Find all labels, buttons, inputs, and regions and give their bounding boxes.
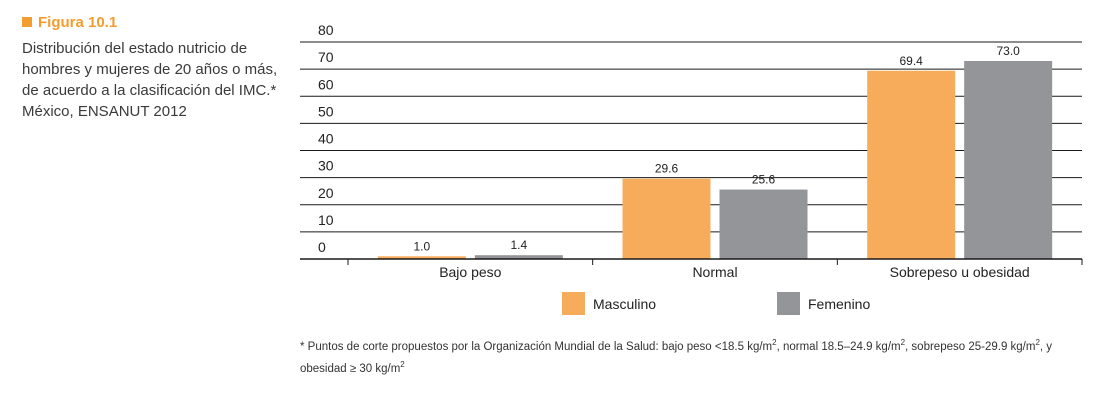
bar	[867, 70, 956, 259]
x-tick-label: Normal	[692, 264, 737, 280]
figure-marker-icon	[22, 17, 32, 27]
footnote-text-3: , sobrepeso 25-29.9 kg/m	[905, 340, 1036, 353]
legend-label: Femenino	[808, 296, 870, 312]
y-tick-label: 60	[318, 76, 334, 92]
y-tick-label: 40	[318, 131, 334, 147]
bar	[719, 189, 808, 259]
legend-swatch	[562, 292, 585, 315]
x-tick-label: Sobrepeso u obesidad	[890, 264, 1030, 280]
footnote: * Puntos de corte propuestos por la Orga…	[300, 334, 1090, 378]
footnote-sup-3: 2	[1035, 338, 1040, 347]
bar	[964, 60, 1053, 259]
y-tick-label: 0	[318, 239, 326, 255]
x-tick-label: Bajo peso	[439, 264, 501, 280]
bar	[622, 178, 711, 259]
legend-label: Masculino	[593, 296, 656, 312]
footnote-text-2: , normal 18.5–24.9 kg/m	[776, 340, 901, 353]
bar-value-label: 1.4	[510, 238, 527, 252]
footnote-sup-2: 2	[900, 338, 906, 347]
y-tick-label: 20	[318, 185, 334, 201]
bar	[474, 255, 563, 259]
footnote-sup-1: 2	[772, 338, 777, 347]
footnote-text-4: , y obesidad ≥ 30 kg/m	[300, 340, 1053, 375]
y-tick-label: 80	[318, 22, 334, 38]
bar-value-label: 69.4	[899, 54, 923, 68]
legend: Masculino Femenino	[562, 292, 870, 315]
bar-value-label: 1.0	[413, 239, 430, 253]
y-tick-labels: 0 10 20 30 40 50 60 70 80	[318, 22, 334, 255]
x-axis: Bajo peso Normal Sobrepeso u obesidad	[300, 258, 1083, 280]
y-tick-label: 30	[318, 158, 334, 174]
bar-value-label: 25.6	[752, 173, 776, 187]
figure-caption: Distribución del estado nutricio de homb…	[22, 40, 278, 120]
bars	[377, 60, 1053, 259]
figure-number: Figura 10.1	[38, 14, 118, 31]
bar-value-label: 73.0	[996, 44, 1020, 58]
footnote-text-1: * Puntos de corte propuestos por la Orga…	[300, 340, 773, 353]
footnote-sup-4: 2	[400, 359, 405, 369]
legend-swatch	[777, 292, 800, 315]
y-tick-label: 50	[318, 103, 334, 119]
bar	[377, 256, 466, 259]
figure-label: Figura 10.1	[22, 14, 117, 31]
bar-value-label: 29.6	[655, 162, 679, 176]
y-tick-label: 10	[318, 212, 334, 228]
bar-value-labels: 1.0 1.4 29.6 25.6 69.4 73.0	[413, 44, 1020, 253]
y-tick-label: 70	[318, 49, 334, 65]
bar-chart: 0 10 20 30 40 50 60 70 80 1.0 1.4 29.6 25.6 69.4 73.0…	[300, 22, 1083, 315]
